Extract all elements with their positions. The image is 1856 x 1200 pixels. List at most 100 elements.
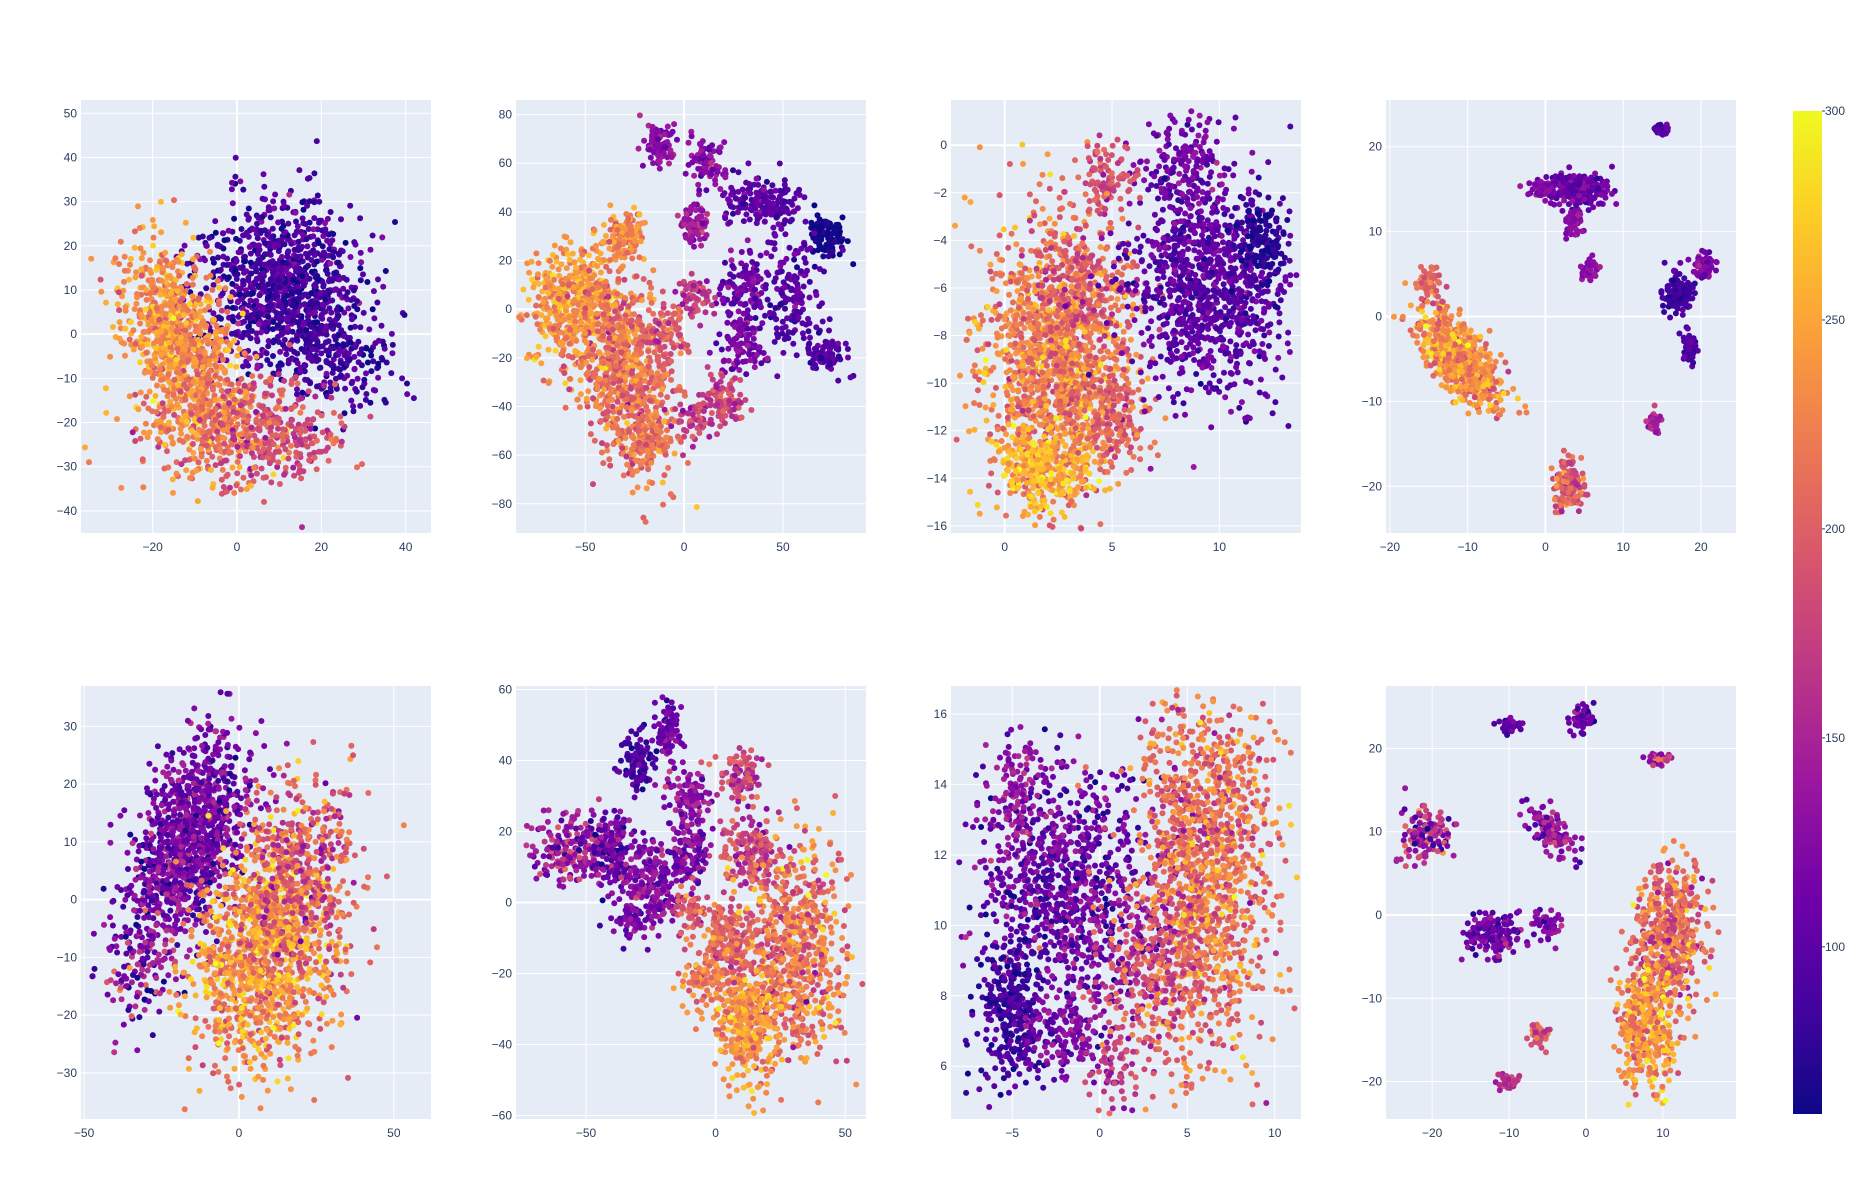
scatter-point (137, 320, 144, 327)
scatter-point (114, 301, 121, 308)
scatter-point (529, 276, 535, 283)
scatter-point (776, 268, 783, 275)
scatter-point (135, 406, 142, 413)
scatter-point (646, 279, 653, 286)
scatter-point (747, 206, 754, 213)
scatter-point (743, 371, 750, 378)
scatter-point (182, 327, 189, 334)
scatter-point (576, 256, 583, 263)
scatter-point (307, 425, 314, 432)
scatter-point (257, 310, 264, 317)
scatter-point (771, 338, 778, 345)
scatter-point (229, 179, 235, 186)
scatter-point (600, 221, 607, 228)
scatter-point (184, 260, 191, 267)
scatter-point (277, 284, 283, 291)
scatter-point (177, 388, 184, 395)
scatter-point (254, 251, 261, 257)
scatter-point (818, 355, 825, 362)
scatter-point (222, 285, 229, 292)
scatter-point (281, 336, 288, 343)
scatter-point (289, 328, 296, 335)
scatter-point (545, 346, 552, 353)
scatter-point (278, 253, 285, 260)
scatter-point (312, 393, 319, 400)
scatter-point (640, 276, 647, 282)
scatter-point (255, 302, 262, 309)
scatter-point (162, 249, 169, 256)
scatter-point (166, 357, 173, 364)
scatter-point (791, 256, 798, 263)
scatter-point (223, 326, 230, 333)
scatter-point (313, 138, 320, 145)
scatter-point (614, 313, 621, 320)
scatter-point (136, 225, 143, 231)
scatter-point (294, 350, 301, 357)
scatter-point (203, 413, 209, 420)
scatter-point (533, 353, 540, 360)
scatter-point (719, 296, 726, 303)
scatter-point (284, 316, 291, 323)
scatter-point (277, 360, 284, 367)
scatter-point (763, 178, 770, 185)
scatter-point (232, 330, 239, 336)
scatter-point (636, 211, 643, 218)
scatter-point (157, 371, 164, 378)
scatter-point (216, 284, 223, 291)
scatter-point (148, 362, 155, 369)
scatter-point (835, 340, 841, 347)
scatter-point (330, 254, 337, 261)
scatter-point (296, 437, 303, 444)
scatter-point (607, 462, 614, 469)
scatter-point (819, 318, 826, 325)
scatter-point (578, 280, 585, 287)
scatter-point (121, 278, 127, 285)
scatter-point (671, 121, 678, 128)
scatter-point (569, 354, 576, 361)
scatter-point (265, 439, 272, 446)
scatter-point (797, 309, 804, 316)
scatter-point (300, 282, 307, 289)
scatter-point (248, 397, 255, 404)
scatter-point (561, 370, 568, 376)
scatter-point (765, 239, 772, 246)
scatter-point (234, 458, 241, 465)
scatter-point (389, 350, 396, 357)
scatter-point (746, 216, 753, 223)
scatter-point (329, 297, 336, 304)
scatter-point (283, 260, 290, 267)
scatter-point (590, 370, 597, 376)
scatter-point (591, 272, 598, 279)
scatter-point (734, 348, 741, 355)
scatter-point (707, 152, 713, 159)
scatter-point (533, 302, 540, 309)
scatter-point (404, 380, 410, 387)
scatter-point (653, 377, 659, 384)
scatter-point (369, 306, 376, 313)
scatter-point (555, 285, 562, 292)
scatter-point (266, 445, 273, 451)
scatter-point (744, 237, 751, 244)
scatter-point (850, 261, 857, 268)
scatter-point (245, 205, 252, 212)
scatter-point (146, 388, 153, 395)
scatter-point (311, 282, 318, 289)
scatter-point (218, 352, 224, 359)
scatter-point (740, 218, 747, 225)
scatter-point (308, 440, 315, 447)
scatter-point (255, 425, 261, 432)
scatter-point (237, 402, 244, 409)
scatter-point (112, 255, 119, 262)
scatter-point (149, 217, 156, 223)
scatter-point (734, 209, 741, 216)
scatter-point (333, 307, 340, 313)
scatter-point (259, 195, 266, 202)
scatter-point (210, 310, 217, 317)
scatter-point (299, 199, 306, 206)
scatter-point (751, 304, 758, 311)
scatter-point (621, 276, 628, 283)
scatter-point (344, 372, 351, 379)
scatter-point (232, 173, 239, 180)
scatter-point (614, 290, 621, 297)
scatter-point (281, 202, 288, 209)
